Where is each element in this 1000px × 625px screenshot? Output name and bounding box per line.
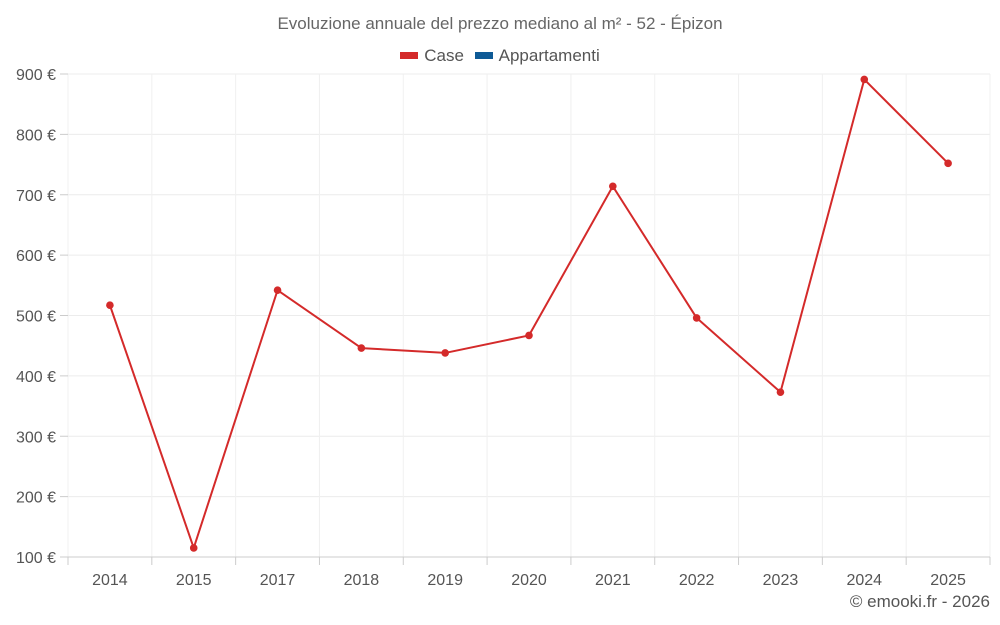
x-tick-label: 2022 [679,572,715,589]
chart-title: Evoluzione annuale del prezzo mediano al… [277,14,723,33]
data-point [944,159,952,168]
legend: Case Appartamenti [0,44,1000,66]
series [106,75,952,552]
y-tick-label: 400 € [16,369,56,386]
legend-item-case[interactable]: Case [400,46,464,66]
y-tick-label: 700 € [16,188,56,205]
data-point [860,75,869,84]
legend-item-appartamenti[interactable]: Appartamenti [474,45,600,66]
y-tick-label: 300 € [16,429,56,446]
data-point [273,286,282,294]
data-point [189,544,198,552]
data-point [692,314,701,322]
y-tick-label: 100 € [16,550,56,567]
x-tick-label: 2018 [344,572,380,589]
legend-swatch-appartamenti [474,52,493,59]
data-point [106,301,114,310]
y-tick-label: 500 € [16,309,56,326]
y-tick-label: 200 € [16,490,56,507]
data-point [357,344,366,352]
axes: 100 € 200 € 300 € 400 € 500 € 600 € 700 € 800 €… [16,67,991,589]
x-tick-label: 2023 [763,572,799,589]
y-tick-label: 600 € [16,248,56,265]
grid [67,73,991,557]
data-point [776,388,785,396]
y-tick-label: 800 € [16,127,56,144]
data-point [609,182,617,191]
x-tick-label: 2021 [595,572,631,589]
x-tick-label: 2019 [427,572,463,589]
legend-label-case: Case [424,45,464,65]
x-tick-label: 2020 [511,572,547,589]
x-tick-label: 2014 [92,572,128,589]
x-tick-label: 2025 [930,572,966,589]
x-tick-label: 2017 [260,572,296,589]
legend-label-appartamenti: Appartamenti [498,45,600,65]
data-point [525,331,533,340]
data-point [441,349,449,357]
legend-swatch-case [400,52,419,59]
x-tick-label: 2015 [176,572,212,589]
x-tick-label: 2024 [846,572,882,589]
y-tick-label: 900 € [16,67,56,84]
credit-text: © emooki.fr - 2026 [849,592,990,611]
